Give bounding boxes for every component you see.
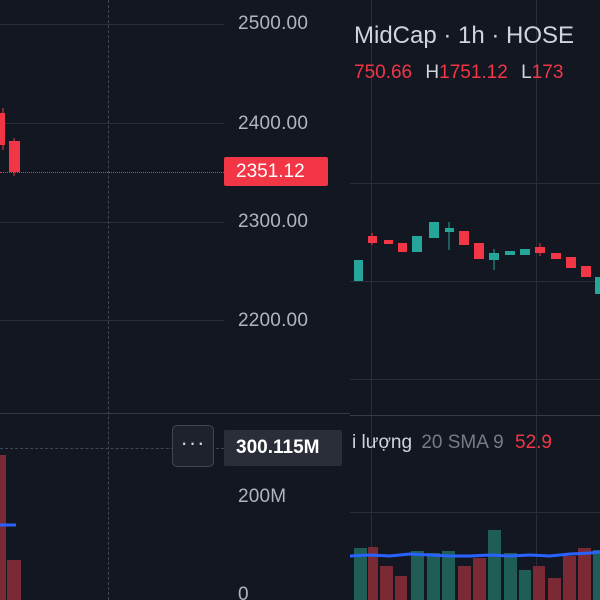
last-price-tag: 2351.12: [224, 157, 328, 186]
candle: [595, 277, 600, 294]
candle: [581, 266, 591, 277]
grid-line: [0, 320, 224, 321]
volume-bar: [354, 548, 367, 600]
high-label: H: [425, 62, 440, 83]
candle: [9, 141, 20, 172]
price-axis-label: 2400.00: [238, 113, 309, 134]
candle: [445, 228, 454, 232]
grid-line: [350, 183, 600, 184]
grid-line: [350, 512, 600, 513]
price-axis-label: 2500.00: [238, 13, 309, 34]
grid-line: [350, 281, 600, 282]
volume-legend-value: 52.9: [515, 432, 552, 453]
volume-bar: [395, 576, 407, 600]
volume-bar: [458, 566, 471, 600]
crosshair-vertical: [108, 0, 109, 600]
grid-line: [0, 222, 224, 223]
pane-separator[interactable]: [0, 413, 224, 414]
grid-line: [371, 0, 372, 600]
low-value: 173: [531, 62, 564, 83]
grid-line: [536, 0, 537, 600]
candle: [384, 240, 393, 244]
volume-bar: [533, 566, 545, 600]
chart-title[interactable]: MidCap · 1h · HOSE: [354, 22, 575, 49]
candle: [505, 251, 515, 255]
price-axis-label: 2200.00: [238, 310, 309, 331]
volume-bar: [504, 553, 517, 600]
candle: [474, 243, 484, 259]
high-value: 1751.12: [439, 62, 508, 83]
candle: [354, 260, 363, 281]
volume-sma-line: [350, 550, 600, 558]
candle: [535, 247, 545, 253]
candle: [551, 253, 561, 259]
volume-bar: [380, 566, 393, 600]
volume-bar: [578, 548, 591, 600]
pane-separator[interactable]: [350, 415, 600, 416]
grid-line: [0, 123, 224, 124]
candle: [0, 113, 5, 145]
volume-bar: [488, 530, 501, 600]
candle: [412, 236, 422, 252]
volume-axis-label: 200M: [238, 486, 287, 507]
price-axis-label: 2300.00: [238, 211, 309, 232]
candle: [368, 236, 377, 243]
left-chart-pane[interactable]: ···: [0, 0, 224, 600]
volume-bar: [548, 578, 561, 600]
candle: [566, 257, 576, 268]
candle: [429, 222, 439, 238]
volume-bar: [0, 455, 6, 600]
candle: [520, 249, 530, 255]
open-value: 750.66: [354, 62, 413, 83]
right-candles-svg: [350, 222, 600, 600]
last-price-line: [0, 172, 224, 173]
volume-bar: [411, 551, 424, 600]
volume-value-tag: 300.115M: [224, 430, 342, 466]
volume-axis-label: 0: [238, 584, 249, 600]
candle: [489, 253, 499, 260]
volume-bar: [593, 550, 600, 600]
right-chart-pane[interactable]: MidCap · 1h · HOSE 750.66 H1751.12 L173 …: [350, 0, 600, 600]
more-options-button[interactable]: ···: [172, 425, 214, 467]
volume-bar: [7, 560, 21, 600]
volume-bar: [473, 558, 486, 600]
volume-bar: [442, 551, 455, 600]
candle: [398, 243, 407, 252]
grid-line: [0, 24, 224, 25]
crosshair-horizontal: [0, 448, 224, 449]
volume-bar: [563, 556, 576, 600]
left-candles-svg: [0, 108, 21, 600]
candle: [459, 231, 469, 245]
volume-bar: [427, 553, 440, 600]
low-label: L: [521, 62, 532, 83]
volume-legend-label: i lượng: [352, 432, 413, 453]
volume-bar: [519, 570, 531, 600]
volume-sma-label: 20 SMA 9: [421, 432, 504, 453]
left-price-axis[interactable]: 2500.00 2400.00 2351.12 2300.00 2200.00 …: [224, 0, 350, 600]
ohlc-legend: 750.66 H1751.12 L173: [354, 62, 563, 84]
grid-line: [350, 379, 600, 380]
volume-bar: [368, 547, 378, 600]
pane-separator[interactable]: [224, 413, 350, 414]
volume-legend[interactable]: i lượng 20 SMA 9 52.9: [352, 432, 552, 454]
